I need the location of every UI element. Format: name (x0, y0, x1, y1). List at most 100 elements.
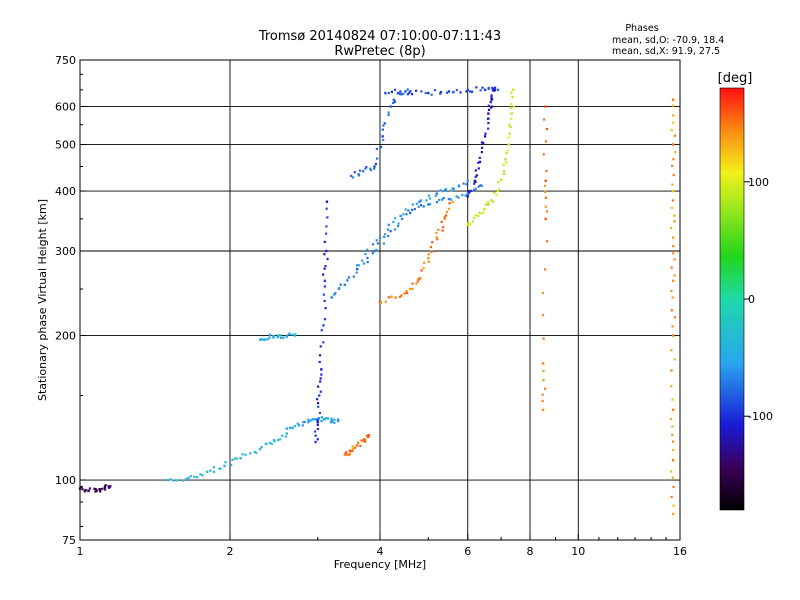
echo-point (435, 201, 439, 204)
x-tick-label: 10 (571, 545, 585, 558)
echo-point (502, 163, 505, 166)
echo-point (487, 117, 490, 120)
echo-point (361, 439, 365, 442)
echo-point (543, 190, 547, 193)
echo-point (387, 223, 390, 226)
echo-point (323, 267, 326, 270)
echo-point (673, 214, 676, 217)
y-tick-label: 200 (55, 330, 76, 343)
echo-point (466, 179, 469, 183)
echo-point (337, 419, 340, 422)
echo-point (293, 425, 296, 428)
echo-point (333, 421, 336, 425)
echo-point (393, 88, 397, 91)
echo-point (302, 420, 305, 424)
colorbar-ticks: 100 0 -100 (744, 176, 773, 423)
echo-point (546, 240, 549, 243)
echo-point (670, 266, 673, 269)
echo-point (404, 208, 407, 211)
echo-point (406, 88, 409, 91)
echo-point (544, 268, 547, 271)
echo-point (459, 91, 462, 94)
echo-point (544, 140, 548, 143)
echo-point (423, 261, 426, 264)
echo-point (415, 282, 418, 285)
echo-point (355, 444, 359, 447)
echo-point (465, 90, 468, 93)
echo-point (365, 434, 369, 437)
echo-point (672, 245, 675, 248)
echo-point (322, 293, 325, 296)
echo-point (447, 207, 450, 210)
echo-point (424, 91, 427, 95)
echo-point (272, 336, 275, 339)
echo-point (491, 86, 494, 90)
echo-point (282, 336, 285, 339)
echo-point (481, 211, 485, 215)
echo-point (477, 214, 480, 218)
echo-point (544, 179, 547, 183)
echo-point (406, 291, 409, 295)
echo-point (327, 417, 330, 420)
echo-point (481, 86, 484, 89)
echo-point (400, 93, 403, 96)
echo-point (474, 187, 477, 190)
echo-point (461, 193, 464, 197)
trace (378, 200, 455, 304)
echo-point (306, 418, 310, 421)
echo-point (671, 398, 674, 401)
echo-point (398, 295, 402, 298)
echo-point (323, 299, 326, 303)
echo-point (542, 153, 545, 156)
echo-point (495, 193, 498, 197)
echo-point (419, 276, 422, 279)
echo-point (369, 169, 373, 172)
echo-point (541, 291, 545, 295)
echo-point (320, 419, 323, 423)
echo-point (474, 175, 477, 178)
echo-point (405, 213, 408, 216)
echo-point (673, 258, 676, 261)
echo-point (365, 166, 368, 169)
echo-point (452, 187, 455, 191)
echo-point (439, 189, 442, 192)
echo-point (672, 485, 675, 489)
echo-point (508, 123, 511, 126)
echo-point (223, 464, 226, 468)
echo-point (435, 231, 438, 235)
echo-point (672, 448, 675, 452)
echo-point (239, 457, 242, 460)
echo-point (405, 290, 408, 293)
echo-point (384, 300, 387, 303)
echo-point (98, 488, 101, 491)
echo-point (253, 450, 256, 454)
echo-point (285, 427, 288, 430)
echo-point (671, 458, 675, 462)
colorbar-label: [deg] (718, 71, 753, 86)
echo-point (314, 434, 317, 437)
echo-point (670, 470, 673, 473)
echo-point (671, 199, 675, 202)
echo-point (360, 439, 363, 442)
echo-point (480, 150, 483, 154)
echo-point (364, 252, 367, 256)
echo-point (262, 338, 265, 342)
echo-point (359, 444, 362, 448)
y-tick-label: 300 (55, 245, 76, 258)
echo-point (176, 479, 179, 482)
echo-point (333, 293, 336, 296)
echo-point (480, 184, 483, 188)
echo-point (319, 390, 322, 393)
echo-point (500, 178, 503, 181)
echo-point (268, 333, 272, 336)
echo-point (398, 92, 402, 96)
echo-point (401, 217, 404, 220)
echo-point (279, 336, 282, 339)
echo-point (466, 222, 470, 225)
echo-point (541, 393, 544, 396)
echo-point (437, 228, 440, 231)
echo-point (317, 394, 321, 397)
echo-point (671, 408, 675, 412)
echo-point (409, 287, 412, 291)
echo-point (303, 420, 306, 424)
